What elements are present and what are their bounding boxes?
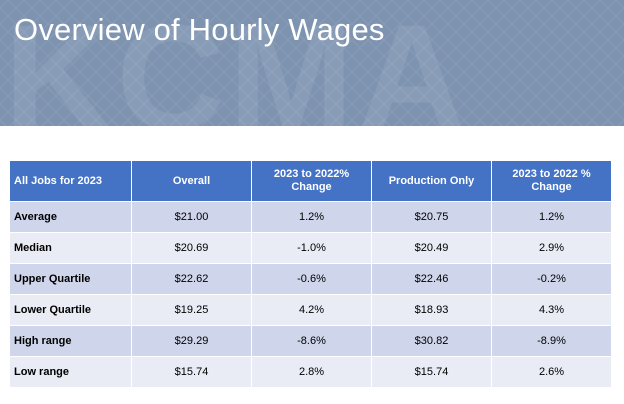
header-production-change: 2023 to 2022 % Change (491, 160, 612, 202)
production-change-cell: -8.9% (491, 325, 612, 357)
production-cell: $15.74 (371, 356, 492, 388)
overall-cell: $15.74 (131, 356, 252, 388)
overall-change-cell: -1.0% (251, 232, 372, 264)
table-header-row: All Jobs for 2023 Overall 2023 to 2022% … (9, 160, 612, 202)
banner-pattern (0, 0, 624, 126)
row-label: Lower Quartile (9, 294, 132, 326)
overall-change-cell: 1.2% (251, 201, 372, 233)
production-cell: $18.93 (371, 294, 492, 326)
production-cell: $30.82 (371, 325, 492, 357)
production-change-cell: 4.3% (491, 294, 612, 326)
row-label: High range (9, 325, 132, 357)
overall-change-cell: -8.6% (251, 325, 372, 357)
production-cell: $20.75 (371, 201, 492, 233)
banner-watermark: KCMA (0, 8, 624, 126)
watermark-text: KCMA (4, 8, 470, 126)
production-cell: $22.46 (371, 263, 492, 295)
production-change-cell: -0.2% (491, 263, 612, 295)
overall-change-cell: 2.8% (251, 356, 372, 388)
production-cell: $20.49 (371, 232, 492, 264)
slide-title: Overview of Hourly Wages (14, 12, 385, 47)
overall-change-cell: 4.2% (251, 294, 372, 326)
row-label: Upper Quartile (9, 263, 132, 295)
overall-cell: $21.00 (131, 201, 252, 233)
overall-cell: $22.62 (131, 263, 252, 295)
table-row: Lower Quartile $19.25 4.2% $18.93 4.3% (9, 294, 612, 326)
table-row: Average $21.00 1.2% $20.75 1.2% (9, 201, 612, 233)
title-banner: KCMA Overview of Hourly Wages (0, 0, 624, 126)
row-label: Average (9, 201, 132, 233)
production-change-cell: 1.2% (491, 201, 612, 233)
production-change-cell: 2.9% (491, 232, 612, 264)
table-row: Median $20.69 -1.0% $20.49 2.9% (9, 232, 612, 264)
overall-change-cell: -0.6% (251, 263, 372, 295)
overall-cell: $19.25 (131, 294, 252, 326)
wages-table: All Jobs for 2023 Overall 2023 to 2022% … (9, 160, 612, 388)
row-label: Median (9, 232, 132, 264)
row-label: Low range (9, 356, 132, 388)
header-overall-change: 2023 to 2022% Change (251, 160, 372, 202)
table-row: High range $29.29 -8.6% $30.82 -8.9% (9, 325, 612, 357)
table-row: Low range $15.74 2.8% $15.74 2.6% (9, 356, 612, 388)
overall-cell: $29.29 (131, 325, 252, 357)
header-overall: Overall (131, 160, 252, 202)
header-production-only: Production Only (371, 160, 492, 202)
overall-cell: $20.69 (131, 232, 252, 264)
header-all-jobs: All Jobs for 2023 (9, 160, 132, 202)
production-change-cell: 2.6% (491, 356, 612, 388)
table-row: Upper Quartile $22.62 -0.6% $22.46 -0.2% (9, 263, 612, 295)
